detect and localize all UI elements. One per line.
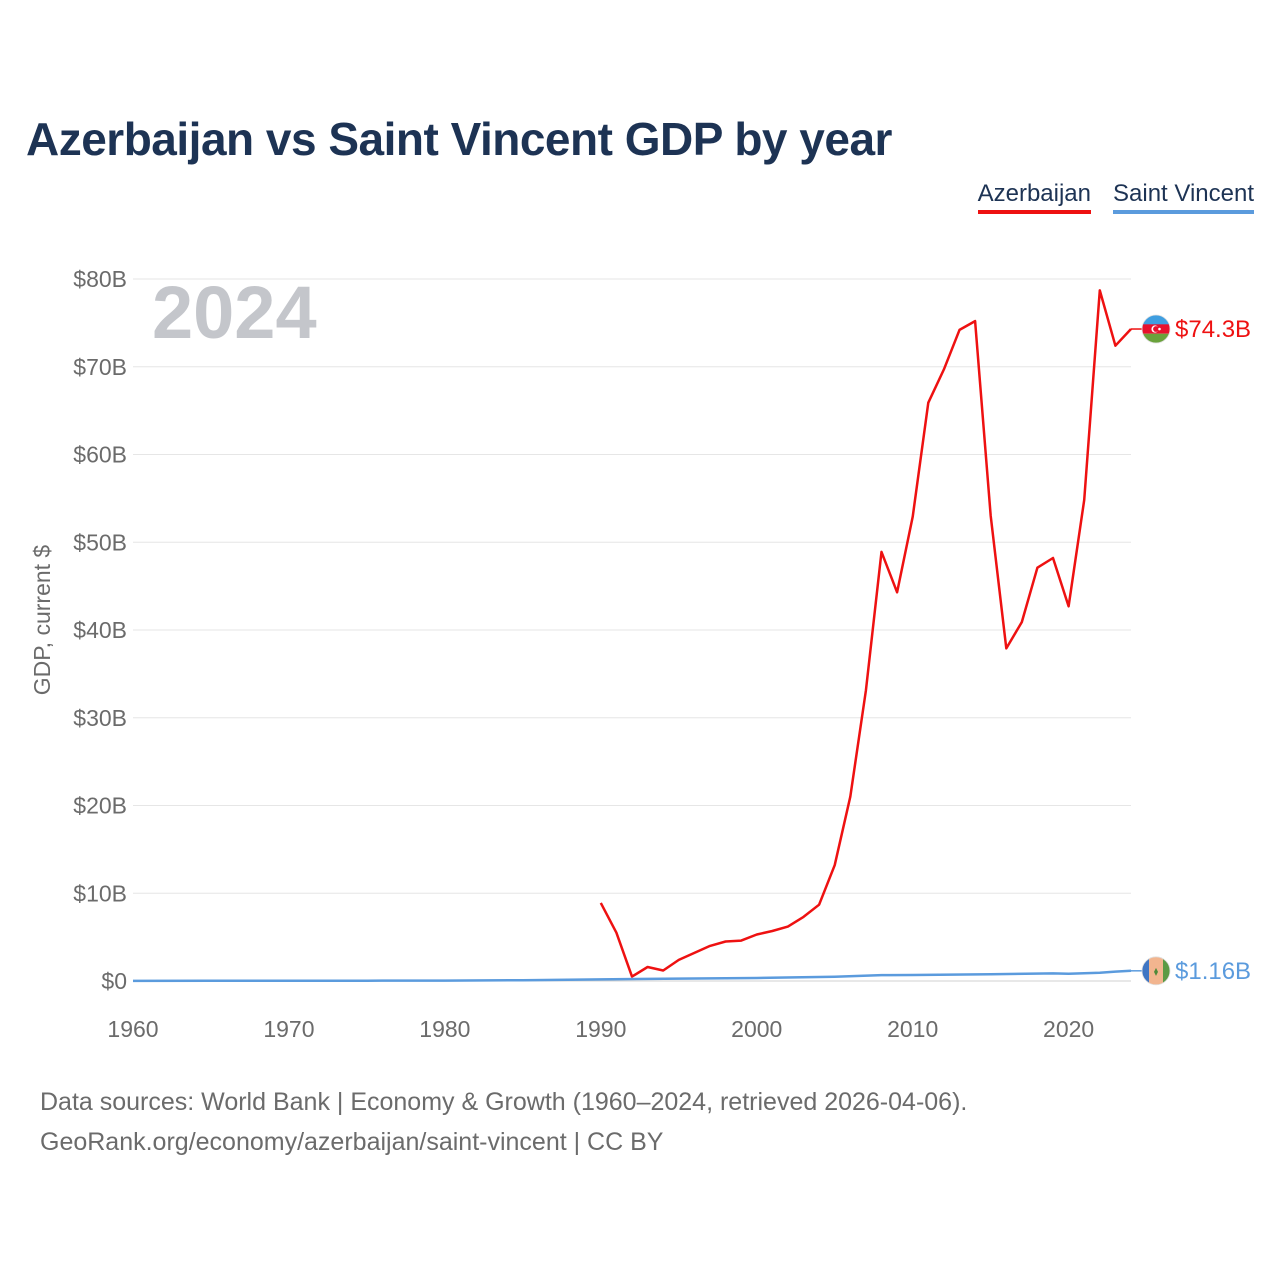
- legend: Azerbaijan Saint Vincent: [977, 180, 1254, 214]
- footer-sources: Data sources: World Bank | Economy & Gro…: [40, 1088, 968, 1116]
- footer: Data sources: World Bank | Economy & Gro…: [40, 1082, 967, 1162]
- y-tick-label: $80B: [73, 266, 127, 292]
- legend-azerbaijan[interactable]: Azerbaijan: [977, 180, 1091, 214]
- series-line-saint-vincent[interactable]: [132, 969, 1132, 983]
- y-axis-label: GDP, current $: [29, 545, 55, 696]
- y-tick-label: $10B: [73, 880, 127, 906]
- x-tick-label: 1990: [575, 1016, 626, 1042]
- legend-saint-vincent[interactable]: Saint Vincent: [1113, 180, 1254, 214]
- line-chart: $0 $10B $20B $30B $40B $50B $60B $70B $80B 1960 1…: [29, 266, 1251, 1042]
- year-label: 2024: [152, 271, 317, 354]
- y-tick-label: $0: [101, 968, 127, 994]
- y-tick-label: $50B: [73, 529, 127, 555]
- y-tick-label: $20B: [73, 793, 127, 819]
- saint-vincent-flag-icon: [1141, 956, 1171, 986]
- end-value-label-azerbaijan: $74.3B: [1175, 316, 1251, 343]
- footer-link[interactable]: GeoRank.org/economy/azerbaijan/saint-vin…: [40, 1128, 664, 1156]
- x-tick-label: 1980: [419, 1016, 470, 1042]
- x-tick-label: 1970: [263, 1016, 314, 1042]
- y-tick-label: $30B: [73, 705, 127, 731]
- end-value-label-saint-vincent: $1.16B: [1175, 958, 1251, 985]
- x-tick-label: 1960: [107, 1016, 158, 1042]
- x-tick-label: 2000: [731, 1016, 782, 1042]
- y-tick-label: $40B: [73, 617, 127, 643]
- chart-title: Azerbaijan vs Saint Vincent GDP by year: [26, 113, 892, 165]
- x-tick-label: 2010: [887, 1016, 938, 1042]
- y-tick-label: $70B: [73, 354, 127, 380]
- y-tick-label: $60B: [73, 442, 127, 468]
- x-tick-label: 2020: [1043, 1016, 1094, 1042]
- azerbaijan-flag-icon: [1141, 314, 1171, 344]
- series-line-azerbaijan[interactable]: [599, 289, 1132, 978]
